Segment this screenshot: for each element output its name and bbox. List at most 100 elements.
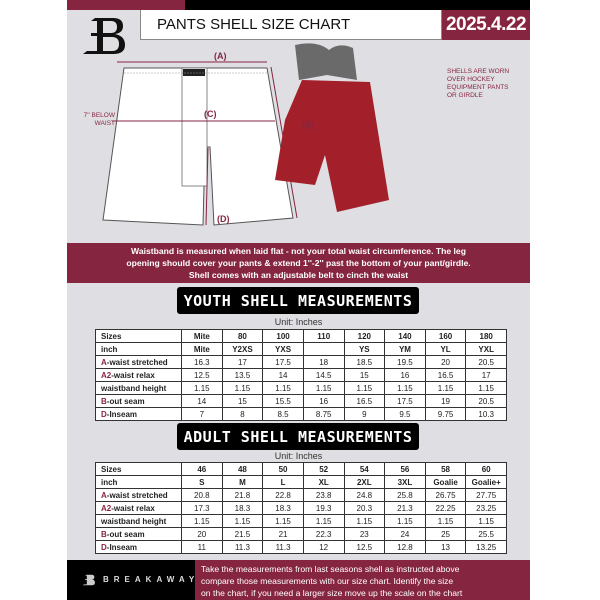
measure-name: inch xyxy=(101,344,118,354)
girdle-image xyxy=(295,43,357,80)
table-cell xyxy=(302,342,345,356)
footer-instructions: Take the measurements from last seasons … xyxy=(195,560,530,600)
table-cell: 1.15 xyxy=(465,514,507,528)
row-label: inch xyxy=(95,342,182,356)
table-cell: 25.8 xyxy=(384,488,426,502)
date-badge: 2025.4.22 xyxy=(442,10,530,40)
table-cell: M xyxy=(221,475,264,489)
table-cell: 1.15 xyxy=(424,381,467,395)
adult-size-table: Sizes 46 48 50 52 54 56 58 60 inch S M L XL 2XL 3XL Goal… xyxy=(95,462,507,554)
table-cell: 19.3 xyxy=(302,501,345,515)
table-cell: 18.3 xyxy=(262,501,304,515)
table-cell: 20.8 xyxy=(181,488,223,502)
table-row: waistband height 1.15 1.15 1.15 1.15 1.15 1.15… xyxy=(95,514,507,528)
table-cell: 17.3 xyxy=(181,501,223,515)
measure-code: B xyxy=(101,529,107,539)
row-label: A-waist stretched xyxy=(95,488,182,502)
table-cell: 27.75 xyxy=(465,488,507,502)
row-label: D-Inseam xyxy=(95,540,182,554)
table-cell: 12.8 xyxy=(384,540,426,554)
table-cell: YM xyxy=(384,342,426,356)
table-cell: 1.15 xyxy=(465,381,507,395)
table-cell: 8.5 xyxy=(262,407,304,421)
label-d: (D) xyxy=(217,214,230,224)
row-label: A-waist stretched xyxy=(95,355,182,369)
table-cell: 16 xyxy=(302,394,345,408)
table-cell: 24.8 xyxy=(343,488,386,502)
table-cell: 14 xyxy=(181,394,223,408)
measure-code: A xyxy=(101,357,107,367)
row-label: inch xyxy=(95,475,182,489)
row-label: waistband height xyxy=(95,381,182,395)
table-cell: 50 xyxy=(262,462,304,476)
note-line: OR GIRDLE xyxy=(447,92,483,99)
measure-code: D xyxy=(101,542,107,552)
measure-code: D xyxy=(101,409,107,419)
table-row: A-waist stretched 16.3 17 17.5 18 18.5 19.5 20 2… xyxy=(95,355,507,369)
table-cell: 20.5 xyxy=(465,355,507,369)
table-cell: 13 xyxy=(424,540,467,554)
row-label: A2-waist relax xyxy=(95,368,182,382)
table-cell: 1.15 xyxy=(262,381,304,395)
table-cell: 15 xyxy=(343,368,386,382)
note-line: WAIST xyxy=(94,120,115,127)
table-row: D-Inseam 11 11.3 11.3 12 12.5 12.8 13 13.25 xyxy=(95,540,507,554)
table-cell: 52 xyxy=(302,462,345,476)
table-cell: S xyxy=(181,475,223,489)
adult-unit-label: Unit: Inches xyxy=(274,451,323,461)
table-cell: YS xyxy=(343,342,386,356)
youth-size-table: Sizes Mite 80 100 110 120 140 160 180 inch Mite Y2X… xyxy=(95,329,507,421)
table-cell: 21 xyxy=(262,527,304,541)
note-line: SHELLS ARE WORN xyxy=(447,68,510,75)
table-cell: 1.15 xyxy=(221,514,264,528)
page-title: PANTS SHELL SIZE CHART xyxy=(140,10,442,40)
red-shell-image xyxy=(275,80,389,212)
table-cell: 12 xyxy=(302,540,345,554)
table-cell: 1.15 xyxy=(384,381,426,395)
measure-name: -waist relax xyxy=(111,503,155,513)
table-cell: 160 xyxy=(424,329,467,343)
table-cell: 20.5 xyxy=(465,394,507,408)
table-cell: 1.15 xyxy=(343,514,386,528)
measure-name: -waist stretched xyxy=(106,490,168,500)
table-row: B-out seam 20 21.5 21 22.3 23 24 25 25.5 xyxy=(95,527,507,541)
table-cell: 10.3 xyxy=(465,407,507,421)
table-cell: 46 xyxy=(181,462,223,476)
table-cell: 54 xyxy=(343,462,386,476)
table-cell: 18 xyxy=(302,355,345,369)
table-cell: 15.5 xyxy=(262,394,304,408)
table-cell: 1.15 xyxy=(262,514,304,528)
table-cell: Y2XS xyxy=(221,342,264,356)
table-cell: YXL xyxy=(465,342,507,356)
table-row: A2-waist relax 12.5 13.5 14 14.5 15 16 16.5 17 xyxy=(95,368,507,382)
table-cell: L xyxy=(262,475,304,489)
table-cell: 58 xyxy=(424,462,467,476)
table-cell: Mite xyxy=(181,329,223,343)
table-cell: 16 xyxy=(384,368,426,382)
table-cell: Goalie+ xyxy=(465,475,507,489)
row-label: A2-waist relax xyxy=(95,501,182,515)
measure-name: waistband height xyxy=(101,516,167,526)
table-row: inch Mite Y2XS YXS YS YM YL YXL xyxy=(95,342,507,356)
belt-buckle-icon xyxy=(183,69,205,76)
measure-code: B xyxy=(101,396,107,406)
table-cell: 17.5 xyxy=(384,394,426,408)
shell-note: SHELLS ARE WORN OVER HOCKEY EQUIPMENT PA… xyxy=(447,68,509,100)
label-c: (C) xyxy=(204,109,217,119)
measure-name: -waist relax xyxy=(111,370,155,380)
row-label: Sizes xyxy=(95,329,182,343)
table-cell: 25 xyxy=(424,527,467,541)
c-measure-note: 7'' BELOW WAIST xyxy=(67,112,115,128)
table-cell: 11 xyxy=(181,540,223,554)
table-cell: 8.75 xyxy=(302,407,345,421)
table-cell: 22.25 xyxy=(424,501,467,515)
table-cell: 1.15 xyxy=(302,381,345,395)
table-row: Sizes 46 48 50 52 54 56 58 60 xyxy=(95,462,507,476)
measure-name: inch xyxy=(101,477,118,487)
footer-line: Take the measurements from last seasons … xyxy=(201,564,460,574)
table-cell: 7 xyxy=(181,407,223,421)
table-cell: Mite xyxy=(181,342,223,356)
table-cell: 56 xyxy=(384,462,426,476)
top-black-bar xyxy=(185,0,530,10)
row-label: B-out seam xyxy=(95,527,182,541)
